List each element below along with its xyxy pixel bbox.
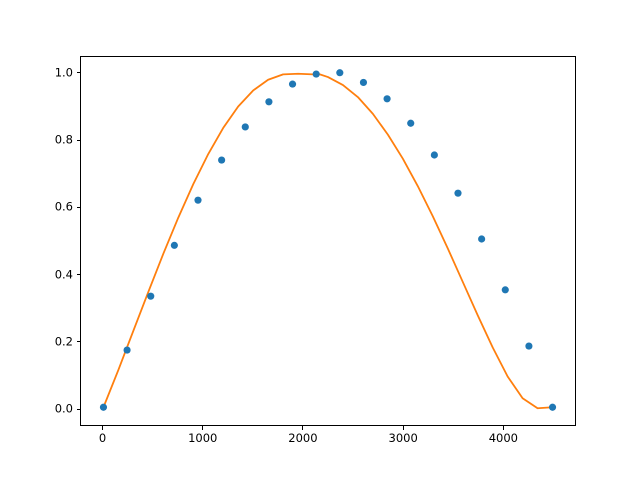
scatter-point <box>241 123 249 131</box>
scatter-point <box>288 80 297 88</box>
y-tick-mark <box>76 206 80 208</box>
plot-axes <box>80 56 576 426</box>
y-tick-mark <box>76 139 80 141</box>
y-tick-mark <box>76 341 80 343</box>
y-tick-mark <box>76 72 80 74</box>
fitted-curve-group <box>102 72 554 410</box>
scatter-point <box>265 98 273 106</box>
scatter-point <box>336 69 344 77</box>
y-tick-label: 1.0 <box>54 65 73 80</box>
scatter-point <box>383 95 391 103</box>
scatter-point <box>170 241 178 249</box>
x-tick-mark <box>202 426 204 430</box>
scatter-point <box>478 235 486 243</box>
x-tick-mark <box>502 426 504 430</box>
scatter-point <box>312 70 320 78</box>
scatter-point <box>147 292 155 300</box>
x-tick-label: 0 <box>98 431 107 445</box>
scatter-point <box>99 403 108 411</box>
scatter-points-group <box>99 69 557 411</box>
y-tick-label: 0.0 <box>54 401 73 416</box>
y-tick-label: 0.8 <box>54 132 73 147</box>
y-tick-label: 0.2 <box>54 334 73 349</box>
x-tick-label: 2000 <box>288 431 318 445</box>
scatter-point <box>359 78 368 87</box>
x-tick-mark <box>402 426 404 430</box>
x-tick-mark <box>101 426 104 430</box>
scatter-point <box>548 403 557 411</box>
scatter-point <box>123 346 131 354</box>
scatter-point <box>454 189 462 197</box>
y-tick-label: 0.6 <box>54 199 73 214</box>
y-tick-mark <box>76 408 80 410</box>
scatter-point <box>407 119 415 127</box>
x-tick-label: 4000 <box>488 431 518 445</box>
scatter-point <box>194 196 202 204</box>
y-tick-label: 0.4 <box>54 266 73 281</box>
scatter-point <box>501 286 509 294</box>
scatter-point <box>430 151 438 159</box>
x-tick-label: 3000 <box>388 431 418 445</box>
scatter-point <box>525 342 533 350</box>
fitted-curve-line <box>102 72 554 410</box>
x-tick-label: 1000 <box>188 431 218 445</box>
y-tick-mark <box>76 274 80 276</box>
x-tick-mark <box>302 426 304 430</box>
scatter-point <box>218 156 226 164</box>
plot-canvas <box>99 69 557 411</box>
